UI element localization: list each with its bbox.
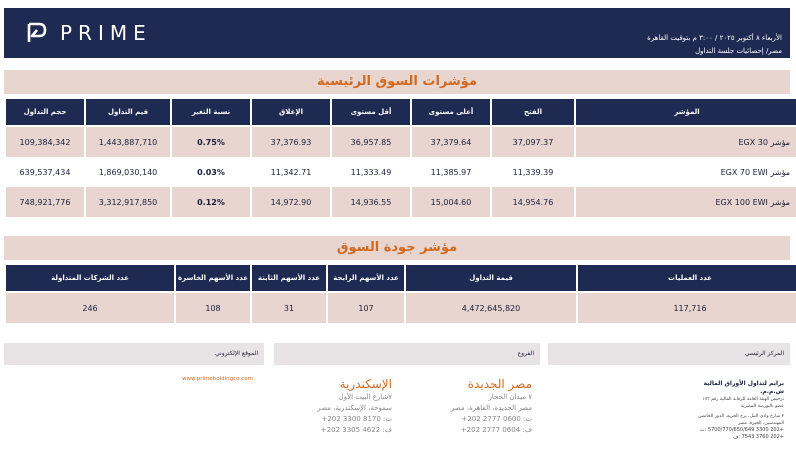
website-heading: الموقع الإلكتروني: [4, 343, 264, 365]
header-info: الأربعاء ٨ أكتوبر ٢٠٢٥ / ٣:٠٠ م بتوقيت ا…: [647, 32, 782, 58]
indices-table: حجم التداول قيم التداول نسبة التغير الإغ…: [4, 99, 796, 217]
head-office: برايم لتداول الأوراق المالية ش.م.م. ترخي…: [698, 380, 784, 440]
col-volume: حجم التداول: [6, 99, 84, 127]
branch-heliopolis: مصر الجديدة ٧ ميدان الحجاز مصر الجديدة، …: [450, 377, 532, 434]
col-change: نسبة التغير: [172, 99, 250, 127]
col-unchanged: عدد الأسهم الثابتة: [252, 265, 326, 293]
hq-heading: المركز الرئيسي: [548, 343, 790, 365]
report-header: PRIME الأربعاء ٨ أكتوبر ٢٠٢٥ / ٣:٠٠ م بت…: [4, 8, 790, 58]
col-gainers: عدد الأسهم الرابحة: [328, 265, 404, 293]
brand-name: PRIME: [60, 21, 152, 45]
col-trade-value: قيمة التداول: [406, 265, 576, 293]
report-subtitle: مصر/ إحصائيات جلسة التداول: [695, 47, 782, 55]
col-trades: عدد العمليات: [578, 265, 796, 293]
col-index: المؤشر: [576, 99, 796, 127]
prime-logo: PRIME: [24, 20, 152, 46]
col-high: أعلى مستوى: [412, 99, 490, 127]
table-row: 639,537,434 1,869,030,140 0.03% 11,342.7…: [19, 167, 790, 177]
col-traded: عدد الشركات المتداولة: [6, 265, 174, 293]
quality-section-title: مؤشر جودة السوق: [4, 236, 790, 260]
branches-heading: الفروع: [274, 343, 540, 365]
col-close: الإغلاق: [252, 99, 330, 127]
website-link[interactable]: www.primeholdingco.com: [182, 376, 253, 382]
col-value: قيم التداول: [86, 99, 170, 127]
table-row: 109,384,342 1,443,887,710 0.75% 37,376.9…: [6, 127, 796, 157]
col-losers: عدد الأسهم الخاسرة: [176, 265, 250, 293]
indices-section-title: مؤشرات السوق الرئيسية: [4, 70, 790, 94]
col-open: الفتح: [492, 99, 574, 127]
table-row: 246 108 31 107 4,472,645,820 117,716: [6, 293, 796, 323]
quality-header-row: عدد الشركات المتداولة عدد الأسهم الخاسرة…: [6, 265, 796, 293]
indices-header-row: حجم التداول قيم التداول نسبة التغير الإغ…: [6, 99, 796, 127]
quality-table: عدد الشركات المتداولة عدد الأسهم الخاسرة…: [4, 265, 796, 323]
col-low: أقل مستوى: [332, 99, 410, 127]
branch-alexandria: الإسكندرية ٧شارع البيت الأول سموحة، الإس…: [317, 377, 392, 434]
table-row: 748,921,776 3,312,917,850 0.12% 14,972.9…: [6, 187, 796, 217]
report-date: الأربعاء ٨ أكتوبر ٢٠٢٥ / ٣:٠٠ م بتوقيت ا…: [647, 34, 782, 42]
prime-logo-icon: [27, 22, 47, 42]
